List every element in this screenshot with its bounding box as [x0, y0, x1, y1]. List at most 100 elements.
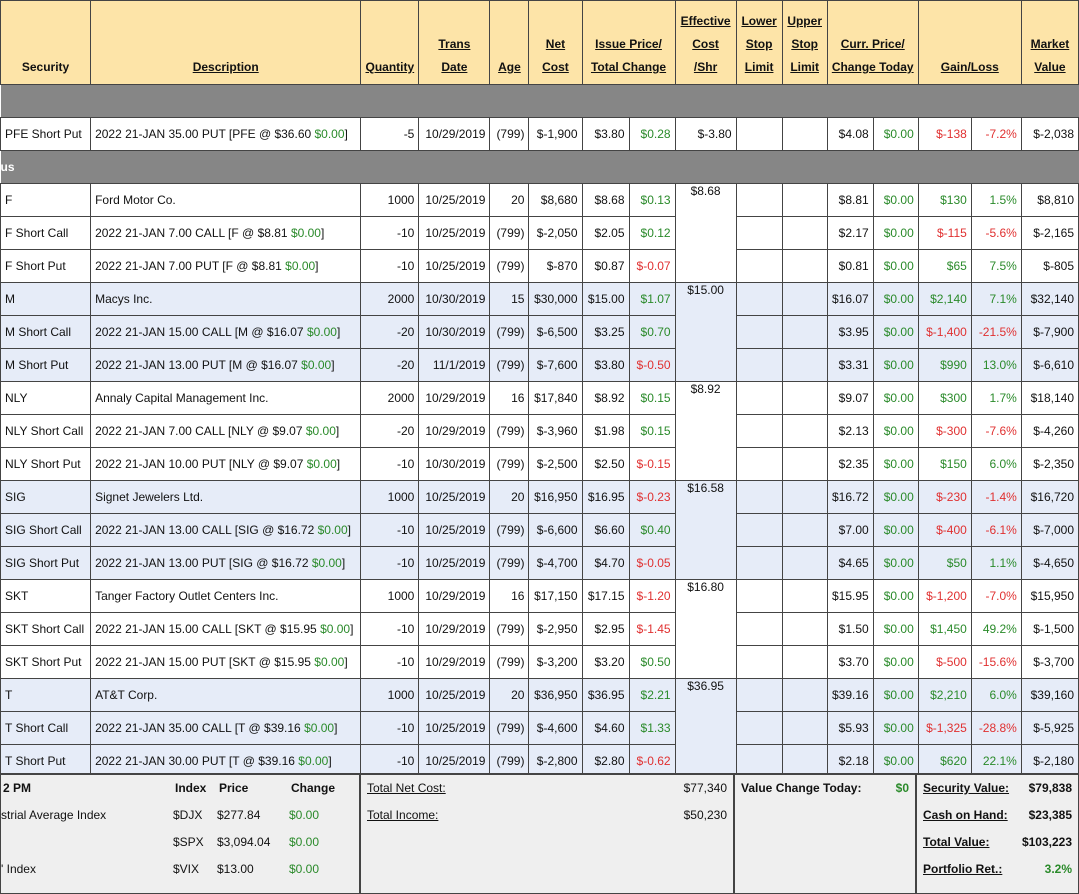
lower-stop	[735, 447, 783, 481]
gain-loss-pct: -7.0%	[970, 579, 1022, 613]
change-today: $0.00	[872, 513, 919, 547]
total-change: $0.50	[628, 645, 676, 679]
age: 20	[489, 678, 530, 712]
header-issue-price[interactable]: Issue Price/Total Change	[581, 0, 676, 85]
table-row: NLY Short Call 2022 21-JAN 7.00 CALL [NLY…	[0, 414, 1079, 448]
security: F Short Call	[0, 216, 92, 250]
header-security: Security	[0, 0, 92, 85]
change-today: $0.00	[872, 711, 919, 745]
table-row: SKT Tanger Factory Outlet Centers Inc. 100…	[0, 579, 1079, 679]
total-net-cost-label[interactable]: Total Net Cost:	[367, 781, 446, 795]
net-cost: $-2,050	[528, 216, 583, 250]
curr-price: $2.18	[826, 744, 874, 778]
lower-stop	[735, 678, 783, 712]
curr-price: $9.07	[826, 381, 874, 415]
gain-loss-pct: 13.0%	[970, 348, 1022, 382]
security: NLY Short Call	[0, 414, 92, 448]
lower-stop	[735, 249, 783, 283]
net-cost: $-6,600	[528, 513, 583, 547]
lower-stop	[735, 282, 783, 316]
total-change: $-0.62	[628, 744, 676, 778]
upper-stop	[781, 480, 828, 514]
header-upper-stop[interactable]: Upper Stop Limit	[781, 0, 828, 85]
gain-loss: $-115	[917, 216, 972, 250]
upper-stop	[781, 546, 828, 580]
table-row: F Short Call 2022 21-JAN 7.00 CALL [F @ $…	[0, 216, 1079, 250]
section-band	[0, 84, 1079, 118]
total-change: $0.13	[628, 183, 676, 217]
trans-date: 10/29/2019	[418, 381, 491, 415]
gain-loss-pct: 1.1%	[970, 546, 1022, 580]
issue-price: $2.50	[581, 447, 630, 481]
issue-price: $2.95	[581, 612, 630, 646]
security: F	[0, 183, 92, 217]
security-value-label[interactable]: Security Value:	[923, 781, 1010, 795]
curr-price: $3.70	[826, 645, 874, 679]
issue-price: $8.92	[581, 381, 630, 415]
header-gain-loss[interactable]: Gain/Loss	[917, 0, 1022, 85]
header-description[interactable]: Description	[90, 0, 362, 85]
change-today: $0.00	[872, 645, 919, 679]
issue-price: $36.95	[581, 678, 630, 712]
header-quantity[interactable]: Quantity	[360, 0, 420, 85]
security: F Short Put	[0, 249, 92, 283]
header-curr-price[interactable]: Curr. Price/Change Today	[826, 0, 919, 85]
change-today: $0.00	[872, 546, 919, 580]
gain-loss-pct: 7.1%	[970, 282, 1022, 316]
description: 2022 21-JAN 7.00 PUT [F @ $8.81 $0.00]	[90, 249, 362, 283]
quantity: -20	[360, 315, 420, 349]
cash-label[interactable]: Cash on Hand:	[923, 808, 1008, 822]
description: 2022 21-JAN 7.00 CALL [F @ $8.81 $0.00]	[90, 216, 362, 250]
total-value-label[interactable]: Total Value:	[923, 835, 990, 849]
issue-price: $2.80	[581, 744, 630, 778]
age: (799)	[489, 612, 530, 646]
index-row: strial Average Index $DJX $277.84 $0.00	[1, 808, 320, 822]
issue-price: $1.98	[581, 414, 630, 448]
trans-date: 10/29/2019	[418, 645, 491, 679]
change-today: $0.00	[872, 315, 919, 349]
gain-loss: $65	[917, 249, 972, 283]
header-effective-cost[interactable]: Effective Cost/Shr	[674, 0, 737, 85]
table-row: T Short Put 2022 21-JAN 30.00 PUT [T @ $3…	[0, 744, 1079, 778]
issue-price: $3.25	[581, 315, 630, 349]
curr-price: $2.13	[826, 414, 874, 448]
gain-loss-pct: -7.6%	[970, 414, 1022, 448]
security: PFE Short Put	[0, 117, 92, 151]
header-net-cost[interactable]: Net Cost	[528, 0, 583, 85]
lower-stop	[735, 579, 783, 613]
trans-date: 10/25/2019	[418, 480, 491, 514]
security: SIG Short Put	[0, 546, 92, 580]
issue-price: $0.87	[581, 249, 630, 283]
description: 2022 21-JAN 7.00 CALL [NLY @ $9.07 $0.00…	[90, 414, 362, 448]
curr-price: $2.35	[826, 447, 874, 481]
total-change: $0.28	[628, 117, 676, 151]
gain-loss-pct: -21.5%	[970, 315, 1022, 349]
portfolio-table: Security Description Quantity Trans Date …	[0, 0, 1079, 778]
lower-stop	[735, 315, 783, 349]
net-cost: $-7,600	[528, 348, 583, 382]
description: Tanger Factory Outlet Centers Inc.	[90, 579, 362, 613]
table-row: NLY Annaly Capital Management Inc. 2000 10/…	[0, 381, 1079, 481]
market-value: $-6,610	[1020, 348, 1079, 382]
effective-cost: $-3.80	[674, 117, 737, 151]
header-market-value[interactable]: Market Value	[1020, 0, 1079, 85]
change-today: $0.00	[872, 282, 919, 316]
security: M Short Put	[0, 348, 92, 382]
change-today: $0.00	[872, 117, 919, 151]
table-row: F Short Put 2022 21-JAN 7.00 PUT [F @ $8.…	[0, 249, 1079, 283]
change-today: $0.00	[872, 381, 919, 415]
header-age[interactable]: Age	[489, 0, 530, 85]
security: NLY	[0, 381, 92, 415]
trans-date: 10/25/2019	[418, 216, 491, 250]
header-lower-stop[interactable]: Lower Stop Limit	[735, 0, 783, 85]
total-income-label[interactable]: Total Income:	[367, 808, 439, 822]
change-today: $0.00	[872, 414, 919, 448]
portfolio-return-label[interactable]: Portfolio Ret.:	[923, 862, 1003, 876]
header-trans-date[interactable]: Trans Date	[418, 0, 491, 85]
security: M	[0, 282, 92, 316]
upper-stop	[781, 183, 828, 217]
security: T Short Call	[0, 711, 92, 745]
lower-stop	[735, 381, 783, 415]
trans-date: 10/30/2019	[418, 447, 491, 481]
change-today: $0.00	[872, 612, 919, 646]
